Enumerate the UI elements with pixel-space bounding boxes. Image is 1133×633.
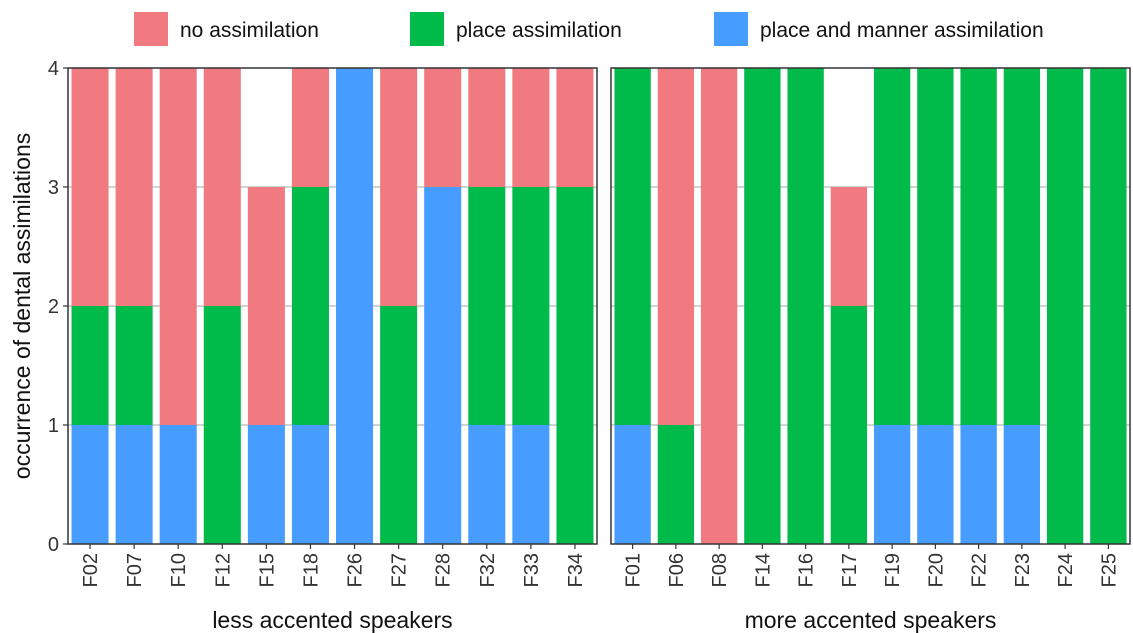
y-tick-label: 1 bbox=[48, 415, 59, 437]
bar-segment-F22-manner bbox=[960, 425, 997, 544]
legend-label-place: place assimilation bbox=[456, 19, 622, 42]
y-tick-label: 4 bbox=[48, 58, 59, 80]
bar-segment-F28-manner bbox=[424, 187, 462, 544]
x-tick-label-F20: F20 bbox=[925, 553, 947, 587]
panels: 0 1 2 3 4 F02 F07 F10 F12 F15 F18 F26 F27 F28 F32 F33 F3… bbox=[48, 58, 1131, 633]
x-tick-label-F33: F33 bbox=[521, 553, 543, 587]
bar-segment-F12-none bbox=[203, 68, 241, 306]
x-tick-label-F14: F14 bbox=[752, 553, 774, 587]
bar-segment-F07-none bbox=[115, 68, 153, 306]
panel-title: more accented speakers bbox=[745, 607, 997, 633]
y-tick-label: 3 bbox=[48, 177, 59, 199]
bar-segment-F15-none bbox=[247, 187, 285, 425]
bar-segment-F25-place bbox=[1090, 68, 1127, 544]
x-tick-label-F18: F18 bbox=[300, 553, 322, 587]
bar-segment-F20-place bbox=[917, 68, 954, 425]
x-tick-label-F19: F19 bbox=[882, 553, 904, 587]
y-axis-title: occurrence of dental assimilations bbox=[9, 133, 35, 479]
y-tick-label: 0 bbox=[48, 534, 59, 556]
bar-segment-F19-manner bbox=[873, 425, 911, 544]
bar-segment-F27-place bbox=[380, 306, 418, 544]
panel-frame bbox=[610, 67, 1131, 545]
bar-segment-F17-place bbox=[830, 306, 868, 544]
bar-segment-F32-manner bbox=[468, 425, 506, 544]
bar-segment-F02-place bbox=[71, 306, 109, 425]
bar-segment-F08-none bbox=[700, 68, 738, 544]
x-tick-label-F07: F07 bbox=[124, 553, 146, 587]
x-tick-label-F32: F32 bbox=[477, 553, 499, 587]
bar-segment-F15-manner bbox=[247, 425, 285, 544]
bar-segment-F06-none bbox=[657, 68, 695, 425]
legend-label-none: no assimilation bbox=[180, 19, 319, 42]
bar-segment-F33-manner bbox=[512, 425, 550, 544]
x-tick-label-F08: F08 bbox=[709, 553, 731, 587]
x-tick-label-F22: F22 bbox=[969, 553, 991, 587]
x-tick-label-F16: F16 bbox=[796, 553, 818, 587]
legend-swatch-manner bbox=[714, 12, 748, 46]
y-tick-label: 2 bbox=[48, 296, 59, 318]
panel-1: 0 1 2 3 4 F02 F07 F10 F12 F15 F18 F26 F27 F28 F32 F33 F3… bbox=[48, 58, 598, 633]
x-tick-label-F23: F23 bbox=[1012, 553, 1034, 587]
bar-segment-F07-place bbox=[115, 306, 153, 425]
legend-label-manner: place and manner assimilation bbox=[760, 19, 1044, 42]
bar-segment-F33-none bbox=[512, 68, 550, 187]
x-tick-label-F02: F02 bbox=[80, 553, 102, 587]
bar-segment-F18-manner bbox=[291, 425, 329, 544]
bar-segment-F18-place bbox=[291, 187, 329, 425]
x-tick-label-F10: F10 bbox=[168, 553, 190, 587]
bar-segment-F16-place bbox=[787, 68, 824, 544]
bar-segment-F27-none bbox=[380, 68, 418, 306]
bar-segment-F32-none bbox=[468, 68, 506, 187]
x-tick-label-F34: F34 bbox=[565, 553, 587, 587]
x-tick-label-F06: F06 bbox=[666, 553, 688, 587]
legend-swatch-place bbox=[410, 12, 444, 46]
x-tick-label-F01: F01 bbox=[623, 553, 645, 587]
bar-segment-F33-place bbox=[512, 187, 550, 425]
x-tick-label-F27: F27 bbox=[389, 553, 411, 587]
bar-segment-F34-place bbox=[556, 187, 594, 544]
bar-segment-F02-manner bbox=[71, 425, 109, 544]
x-tick-label-F17: F17 bbox=[839, 553, 861, 587]
x-tick-label-F12: F12 bbox=[212, 553, 234, 587]
x-tick-label-F28: F28 bbox=[433, 553, 455, 587]
bar-segment-F20-manner bbox=[917, 425, 954, 544]
x-tick-label-F15: F15 bbox=[256, 553, 278, 587]
bar-segment-F28-none bbox=[424, 68, 462, 187]
panel-2: F01 F06 F08 F14 F16 F17 F19 F20 F22 F23 F24 F25 more… bbox=[610, 67, 1131, 633]
bar-segment-F18-none bbox=[291, 68, 329, 187]
x-tick-label-F26: F26 bbox=[345, 553, 367, 587]
bar-segment-F01-manner bbox=[614, 425, 651, 544]
legend: no assimilation place assimilation place a… bbox=[134, 12, 1044, 46]
bar-segment-F17-none bbox=[830, 187, 868, 306]
bar-segment-F24-place bbox=[1046, 68, 1084, 544]
bar-segment-F06-place bbox=[657, 425, 695, 544]
bar-segment-F10-none bbox=[159, 68, 197, 425]
bar-segment-F01-place bbox=[614, 68, 651, 425]
bar-segment-F14-place bbox=[744, 68, 781, 544]
bar-segment-F22-place bbox=[960, 68, 997, 425]
bar-segment-F26-manner bbox=[336, 68, 374, 544]
bar-segment-F07-manner bbox=[115, 425, 153, 544]
bar-segment-F02-none bbox=[71, 68, 109, 306]
panel-title: less accented speakers bbox=[212, 607, 452, 633]
bar-segment-F34-none bbox=[556, 68, 594, 187]
legend-swatch-none bbox=[134, 12, 168, 46]
bar-segment-F12-place bbox=[203, 306, 241, 544]
bar-segment-F10-manner bbox=[159, 425, 197, 544]
bar-segment-F23-manner bbox=[1003, 425, 1041, 544]
x-tick-label-F24: F24 bbox=[1055, 553, 1077, 587]
x-tick-label-F25: F25 bbox=[1098, 553, 1120, 587]
bar-segment-F23-place bbox=[1003, 68, 1041, 425]
bar-segment-F19-place bbox=[873, 68, 911, 425]
bar-segment-F32-place bbox=[468, 187, 506, 425]
